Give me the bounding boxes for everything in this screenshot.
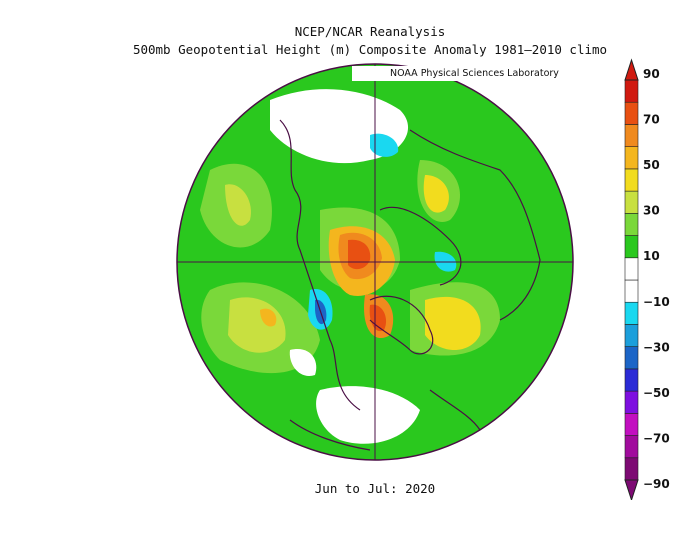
- colorbar-label: −70: [643, 431, 670, 445]
- colorbar-swatch: [624, 124, 639, 147]
- colorbar-swatch: [624, 190, 639, 214]
- colorbar-swatch: [624, 257, 639, 281]
- colorbar: 90 70 50 30 10 −10 −30 −50 −70 −90: [624, 58, 670, 500]
- credit-label: NOAA Physical Sciences Laboratory: [352, 66, 592, 81]
- colorbar-swatch: [624, 346, 639, 370]
- colorbar-label: 90: [643, 67, 660, 81]
- colorbar-swatch: [624, 413, 639, 436]
- colorbar-label: 50: [643, 158, 660, 172]
- colorbar-swatch: [624, 301, 639, 325]
- colorbar-bottom-arrow: [624, 479, 639, 500]
- colorbar-swatch: [624, 457, 639, 481]
- colorbar-swatch: [624, 146, 639, 170]
- colorbar-label: −10: [643, 295, 670, 309]
- colorbar-top-arrow: [624, 58, 639, 81]
- colorbar-swatch: [624, 168, 639, 192]
- polar-map: [176, 63, 574, 461]
- colorbar-swatch: [624, 368, 639, 392]
- colorbar-label: −50: [643, 386, 670, 400]
- colorbar-swatch: [624, 235, 639, 259]
- colorbar-swatch: [624, 324, 639, 347]
- colorbar-swatch: [624, 79, 639, 103]
- map-subtitle: 500mb Geopotential Height (m) Composite …: [132, 42, 608, 57]
- colorbar-label: 10: [643, 249, 660, 263]
- colorbar-swatch: [624, 435, 639, 459]
- colorbar-swatch: [624, 390, 639, 414]
- colorbar-label: −90: [643, 477, 670, 491]
- colorbar-swatch: [624, 101, 639, 125]
- colorbar-label: 70: [643, 113, 660, 127]
- colorbar-swatch: [624, 213, 639, 236]
- colorbar-swatch: [624, 279, 639, 303]
- colorbar-label: 30: [643, 204, 660, 218]
- map-title: NCEP/NCAR Reanalysis: [294, 24, 446, 39]
- colorbar-label: −30: [643, 340, 670, 354]
- period-label: Jun to Jul: 2020: [314, 481, 436, 496]
